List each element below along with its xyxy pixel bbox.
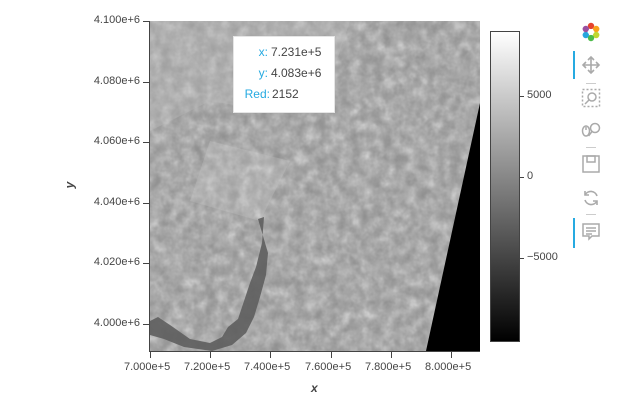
save-icon[interactable] <box>579 152 603 176</box>
y-major-tick <box>143 142 149 143</box>
x-axis-line <box>149 351 480 352</box>
x-tick-label: 7.800e+5 <box>365 361 412 373</box>
y-axis-line <box>149 21 150 352</box>
y-major-tick <box>143 203 149 204</box>
y-tick-label: 4.100e+6 <box>93 14 140 26</box>
x-tick-label: 7.200e+5 <box>184 361 231 373</box>
y-major-tick <box>143 82 149 83</box>
x-major-tick <box>150 352 151 358</box>
toolbar-separator <box>586 214 596 215</box>
x-tick-label: 7.000e+5 <box>124 361 171 373</box>
bokeh-logo-icon[interactable] <box>579 20 603 44</box>
y-tick-label: 4.040e+6 <box>93 196 140 208</box>
hover-tooltip: x: 7.231e+5 y: 4.083e+6 Red: 2152 <box>233 36 335 113</box>
x-tick-label: 7.600e+5 <box>305 361 352 373</box>
tooltip-row-red: Red: 2152 <box>234 85 334 103</box>
pan-icon[interactable] <box>579 53 603 77</box>
x-tick-label: 7.400e+5 <box>244 361 291 373</box>
y-tick-label: 4.060e+6 <box>93 135 140 147</box>
y-major-tick <box>143 21 149 22</box>
tooltip-value-red: 2152 <box>272 87 299 101</box>
colorbar-tick-label: −5000 <box>527 251 558 263</box>
reset-icon[interactable] <box>579 186 603 210</box>
colorbar-tick <box>519 177 524 178</box>
active-tool-indicator <box>573 51 575 79</box>
colorbar-tick <box>519 258 524 259</box>
tooltip-key-x: x: <box>258 45 268 59</box>
y-tick-label: 4.020e+6 <box>93 256 140 268</box>
x-major-tick <box>451 352 452 358</box>
box-zoom-icon[interactable] <box>579 86 603 110</box>
tooltip-key-red: Red: <box>244 87 270 101</box>
toolbar-separator <box>586 83 596 84</box>
x-major-tick <box>331 352 332 358</box>
y-major-tick <box>143 263 149 264</box>
hover-icon[interactable] <box>579 220 603 244</box>
tooltip-value-x: 7.231e+5 <box>271 45 322 59</box>
wheel-zoom-icon[interactable] <box>579 118 603 142</box>
toolbar-separator <box>586 147 596 148</box>
x-axis-title: x <box>311 381 318 395</box>
tooltip-row-x: x: 7.231e+5 <box>234 43 334 61</box>
colorbar-tick-label: 0 <box>527 170 534 182</box>
colorbar-tick <box>519 96 524 97</box>
y-tick-label: 4.080e+6 <box>93 75 140 87</box>
colorbar <box>490 31 520 342</box>
x-major-tick <box>391 352 392 358</box>
tooltip-key-y: y: <box>258 66 268 80</box>
x-tick-label: 8.000e+5 <box>425 361 472 373</box>
x-major-tick <box>210 352 211 358</box>
colorbar-tick-label: 5000 <box>527 89 552 101</box>
tooltip-value-y: 4.083e+6 <box>271 66 322 80</box>
nodata-region <box>426 103 480 351</box>
y-major-tick <box>143 324 149 325</box>
x-major-tick <box>270 352 271 358</box>
y-axis-title: y <box>62 181 77 189</box>
active-tool-indicator <box>573 218 575 248</box>
tooltip-row-y: y: 4.083e+6 <box>234 64 334 82</box>
y-tick-label: 4.000e+6 <box>93 317 140 329</box>
